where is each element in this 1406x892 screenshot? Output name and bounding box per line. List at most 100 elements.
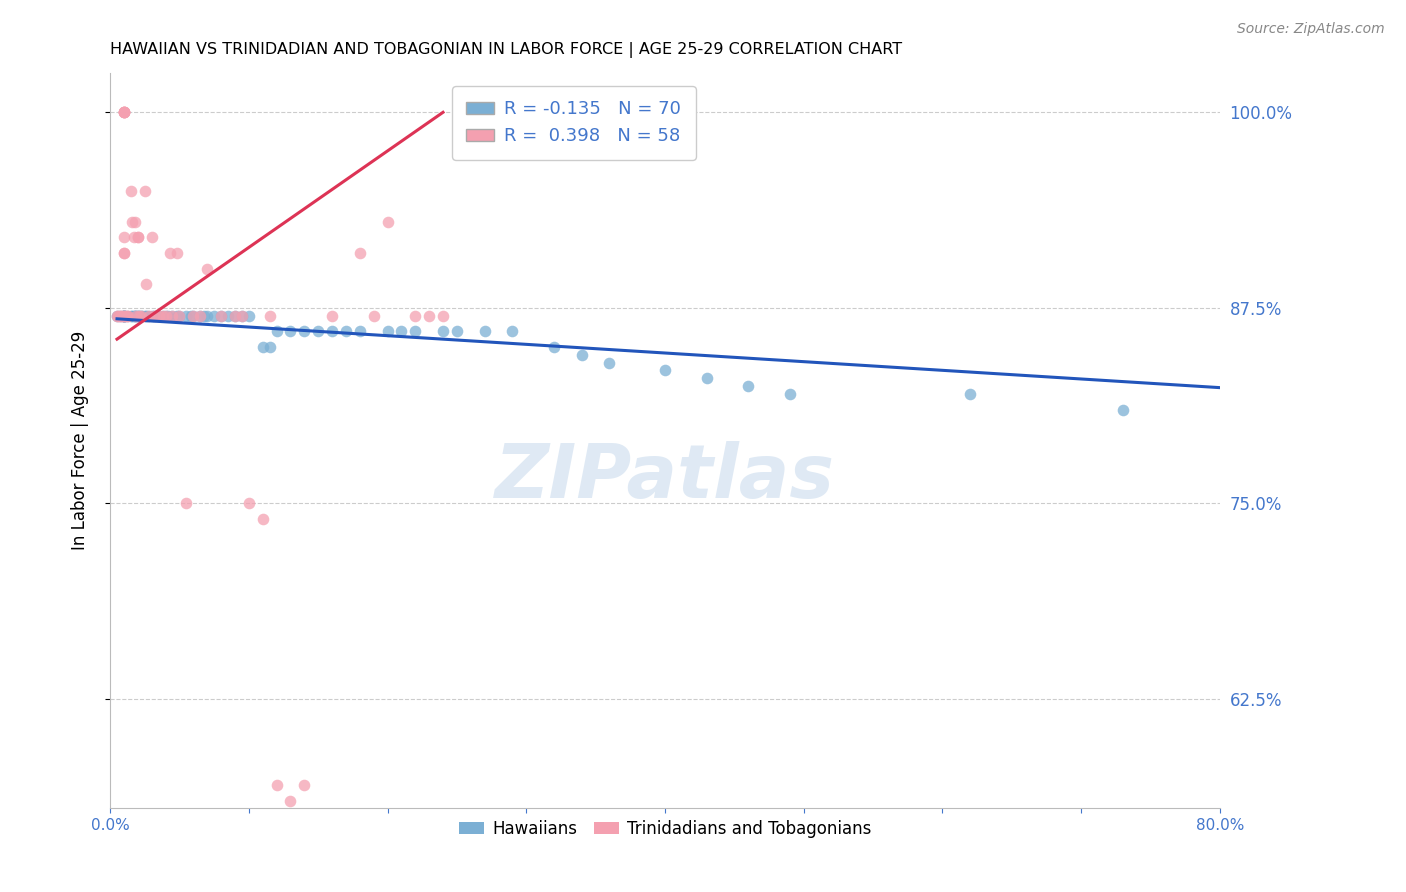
- Point: [136, 309, 159, 323]
- Point: [543, 340, 565, 354]
- Point: [112, 105, 135, 120]
- Point: [252, 340, 274, 354]
- Point: [157, 309, 180, 323]
- Point: [404, 324, 426, 338]
- Point: [122, 309, 145, 323]
- Point: [141, 309, 163, 323]
- Point: [127, 230, 149, 244]
- Point: [180, 309, 202, 323]
- Point: [224, 309, 246, 323]
- Text: Source: ZipAtlas.com: Source: ZipAtlas.com: [1237, 22, 1385, 37]
- Point: [193, 309, 215, 323]
- Point: [105, 309, 128, 323]
- Point: [112, 246, 135, 260]
- Point: [127, 230, 149, 244]
- Point: [128, 309, 150, 323]
- Point: [571, 348, 593, 362]
- Point: [696, 371, 718, 385]
- Point: [117, 309, 139, 323]
- Point: [501, 324, 523, 338]
- Point: [321, 309, 343, 323]
- Point: [292, 778, 315, 792]
- Point: [162, 309, 184, 323]
- Point: [108, 309, 131, 323]
- Point: [111, 309, 134, 323]
- Point: [138, 309, 160, 323]
- Point: [127, 309, 149, 323]
- Point: [145, 309, 167, 323]
- Y-axis label: In Labor Force | Age 25-29: In Labor Force | Age 25-29: [72, 331, 89, 550]
- Point: [217, 309, 239, 323]
- Point: [125, 309, 148, 323]
- Point: [112, 230, 135, 244]
- Point: [112, 309, 135, 323]
- Point: [112, 105, 135, 120]
- Point: [1112, 402, 1135, 417]
- Point: [124, 309, 146, 323]
- Point: [134, 184, 156, 198]
- Point: [188, 309, 211, 323]
- Point: [252, 512, 274, 526]
- Point: [418, 309, 440, 323]
- Point: [115, 309, 138, 323]
- Point: [231, 309, 253, 323]
- Point: [959, 387, 981, 401]
- Point: [112, 105, 135, 120]
- Point: [188, 309, 211, 323]
- Point: [654, 363, 676, 377]
- Point: [181, 309, 204, 323]
- Point: [162, 309, 184, 323]
- Point: [432, 324, 454, 338]
- Point: [363, 309, 385, 323]
- Point: [155, 309, 177, 323]
- Point: [446, 324, 468, 338]
- Point: [280, 324, 302, 338]
- Point: [127, 309, 149, 323]
- Point: [111, 309, 134, 323]
- Point: [349, 246, 371, 260]
- Point: [349, 324, 371, 338]
- Point: [141, 230, 163, 244]
- Point: [124, 309, 146, 323]
- Point: [105, 309, 128, 323]
- Point: [159, 246, 181, 260]
- Point: [108, 309, 131, 323]
- Point: [134, 309, 156, 323]
- Point: [181, 309, 204, 323]
- Point: [307, 324, 329, 338]
- Point: [166, 246, 188, 260]
- Point: [404, 309, 426, 323]
- Point: [112, 309, 135, 323]
- Point: [129, 309, 152, 323]
- Point: [737, 379, 759, 393]
- Point: [169, 309, 191, 323]
- Point: [152, 309, 174, 323]
- Point: [112, 246, 135, 260]
- Point: [148, 309, 170, 323]
- Point: [112, 309, 135, 323]
- Point: [389, 324, 412, 338]
- Point: [432, 309, 454, 323]
- Point: [148, 309, 170, 323]
- Point: [120, 309, 142, 323]
- Point: [209, 309, 232, 323]
- Point: [112, 309, 135, 323]
- Text: ZIPatlas: ZIPatlas: [495, 441, 835, 514]
- Point: [259, 309, 281, 323]
- Point: [166, 309, 188, 323]
- Point: [377, 215, 399, 229]
- Point: [135, 277, 157, 292]
- Point: [124, 215, 146, 229]
- Legend: Hawaiians, Trinidadians and Tobagonians: Hawaiians, Trinidadians and Tobagonians: [451, 813, 877, 844]
- Point: [231, 309, 253, 323]
- Point: [169, 309, 191, 323]
- Point: [598, 356, 620, 370]
- Point: [129, 309, 152, 323]
- Point: [377, 324, 399, 338]
- Point: [112, 105, 135, 120]
- Point: [115, 309, 138, 323]
- Point: [152, 309, 174, 323]
- Point: [195, 261, 218, 276]
- Point: [131, 309, 153, 323]
- Point: [121, 215, 143, 229]
